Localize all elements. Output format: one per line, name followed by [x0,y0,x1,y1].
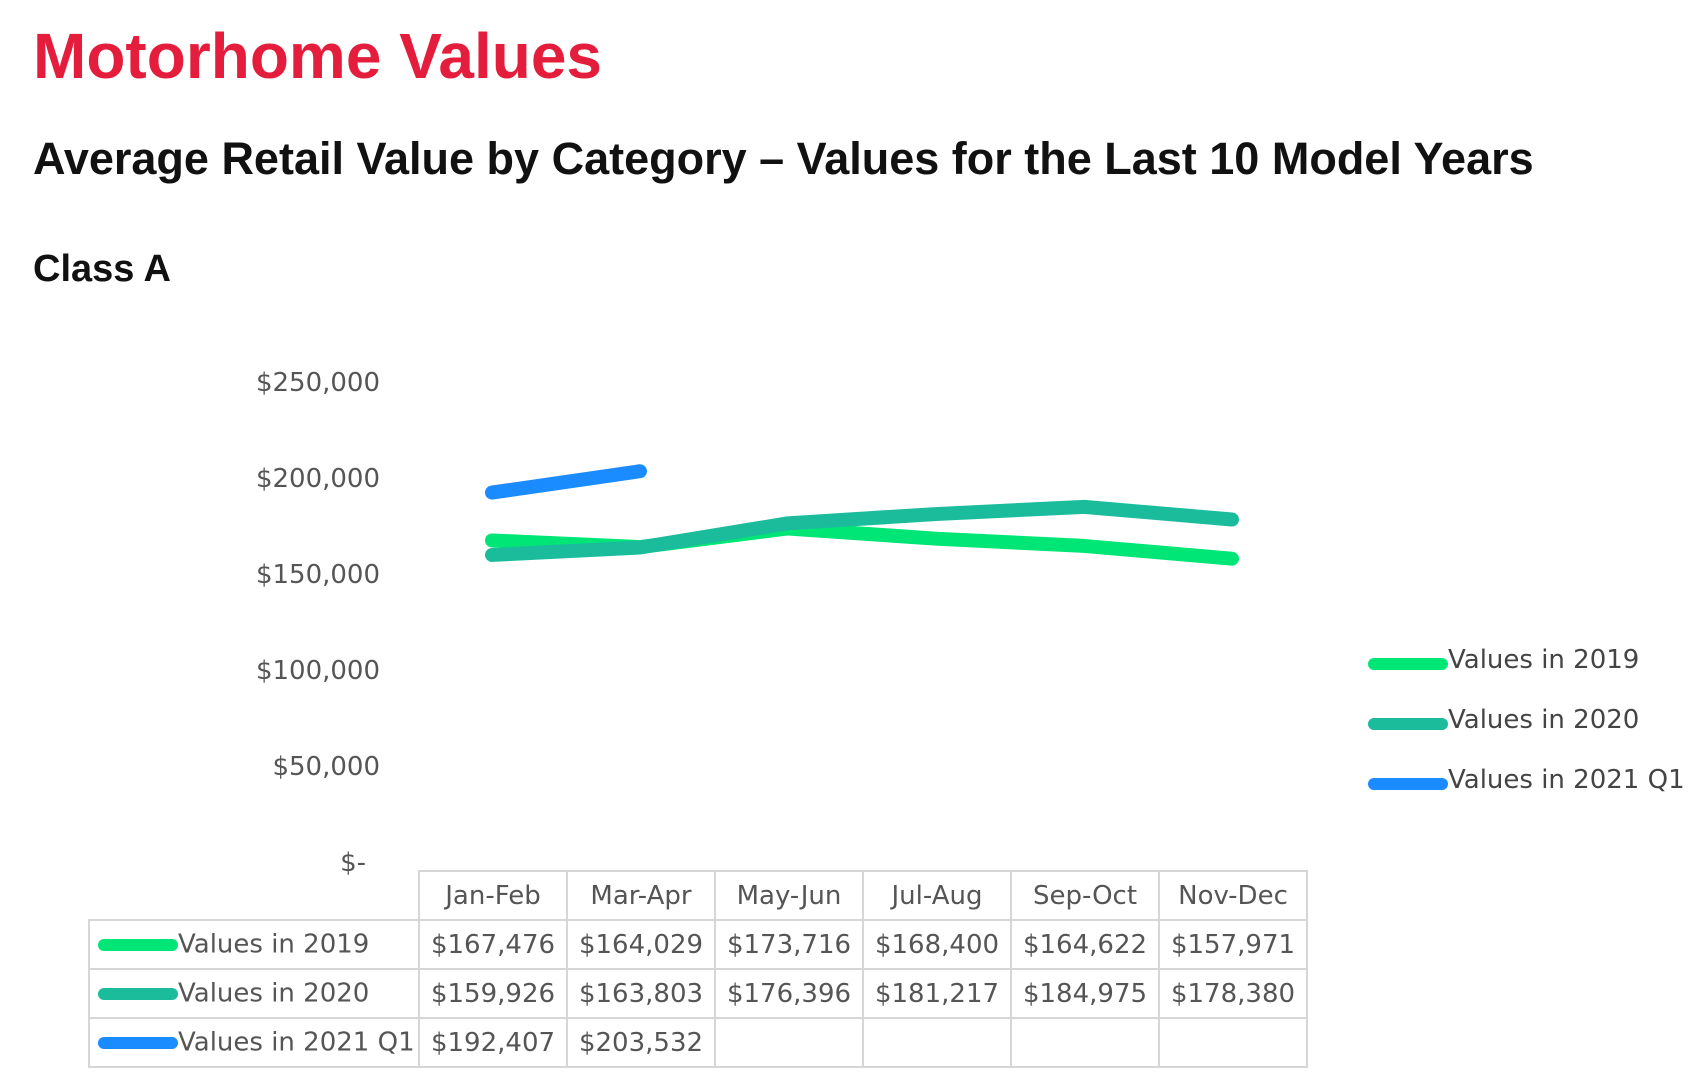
data-label [1158,1017,1308,1068]
data-label: $176,396 [714,968,864,1019]
y-tick-label: $200,000 [256,464,380,494]
data-label [1010,1017,1160,1068]
y-tick-label: $250,000 [256,368,380,398]
row-swatch [98,938,178,951]
data-label [862,1017,1012,1068]
data-label: $164,622 [1010,919,1160,970]
row-label-text: Values in 2021 Q1 [178,1027,415,1058]
row-label-text: Values in 2019 [178,929,370,960]
data-label: $159,926 [418,968,568,1019]
legend-swatch-2020 [1368,718,1448,730]
row-label-2021-q1: Values in 2021 Q1 [88,1017,420,1068]
table-row: Values in 2019 $167,476 $164,029 $173,71… [88,919,1308,970]
row-label-2019: Values in 2019 [88,919,420,970]
category-label: Jul-Aug [862,870,1012,921]
y-tick-label: $50,000 [272,752,380,782]
legend-label: Values in 2020 [1448,705,1640,735]
data-label [714,1017,864,1068]
legend-label: Values in 2021 Q1 [1448,765,1685,795]
data-label: $184,975 [1010,968,1160,1019]
row-label-text: Values in 2020 [178,978,370,1009]
series-line-2 [485,464,647,500]
category-label: Jan-Feb [418,870,568,921]
series-line-1 [485,499,1239,562]
y-tick-label: $150,000 [256,560,380,590]
y-tick-label: $100,000 [256,656,380,686]
category-label: Nov-Dec [1158,870,1308,921]
legend-label: Values in 2019 [1448,645,1640,675]
table-header-row: Jan-Feb Mar-Apr May-Jun Jul-Aug Sep-Oct … [89,870,1308,921]
row-swatch [98,1036,178,1049]
row-label-2020: Values in 2020 [88,968,420,1019]
data-label: $168,400 [862,919,1012,970]
data-label: $173,716 [714,919,864,970]
table-row: Values in 2021 Q1 $192,407 $203,532 [88,1017,1308,1068]
table-row: Values in 2020 $159,926 $163,803 $176,39… [88,968,1308,1019]
category-label: May-Jun [714,870,864,921]
page-title: Motorhome Values [33,20,602,92]
y-axis: $250,000 $200,000 $150,000 $100,000 $50,000 $… [256,368,380,878]
category-label: Sep-Oct [1010,870,1160,921]
series-lines [485,464,1239,566]
data-label: $163,803 [566,968,716,1019]
legend-swatch-2019 [1368,658,1448,670]
data-label: $167,476 [418,919,568,970]
legend-swatch-2021-q1 [1368,778,1448,790]
data-label: $192,407 [418,1017,568,1068]
chart-subtitle: Average Retail Value by Category – Value… [33,133,1534,184]
y-tick-label: $- [340,848,366,878]
data-label: $178,380 [1158,968,1308,1019]
data-label: $203,532 [566,1017,716,1068]
row-swatch [98,987,178,1000]
data-label: $164,029 [566,919,716,970]
category-label: Mar-Apr [566,870,716,921]
table-corner [89,871,419,920]
data-label: $157,971 [1158,919,1308,970]
data-label: $181,217 [862,968,1012,1019]
section-title: Class A [33,248,171,290]
data-table: Jan-Feb Mar-Apr May-Jun Jul-Aug Sep-Oct … [88,870,1308,1068]
